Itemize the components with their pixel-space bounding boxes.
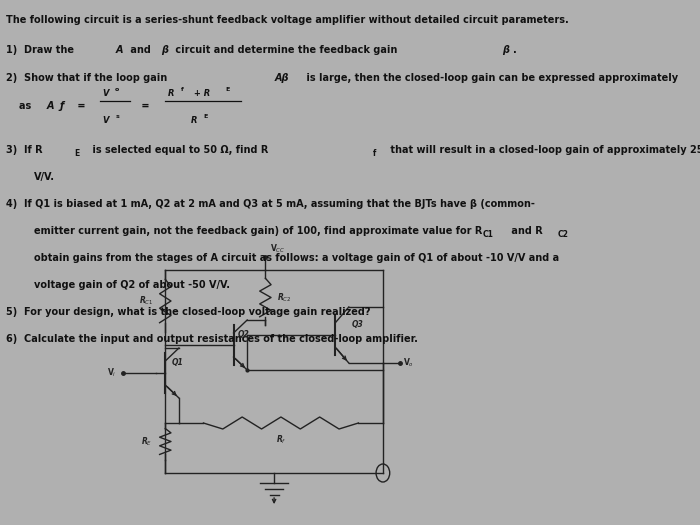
Text: R: R: [191, 116, 197, 125]
Text: V/V.: V/V.: [34, 172, 55, 182]
Text: E: E: [225, 87, 230, 92]
Text: V$_o$: V$_o$: [403, 357, 414, 369]
Text: =: =: [138, 101, 150, 111]
Text: Aβ: Aβ: [274, 73, 289, 83]
Text: obtain gains from the stages of A circuit as follows: a voltage gain of Q1 of ab: obtain gains from the stages of A circui…: [34, 253, 559, 263]
Text: that will result in a closed-loop gain of approximately 25: that will result in a closed-loop gain o…: [386, 145, 700, 155]
Text: 1)  Draw the: 1) Draw the: [6, 45, 78, 55]
Text: ƒ: ƒ: [60, 101, 64, 111]
Text: 3)  If R: 3) If R: [6, 145, 43, 155]
Text: R: R: [168, 89, 175, 98]
Text: f: f: [181, 87, 183, 92]
Text: V$_{CC}$: V$_{CC}$: [270, 243, 286, 255]
Text: 2)  Show that if the loop gain: 2) Show that if the loop gain: [6, 73, 171, 83]
Text: A: A: [116, 45, 122, 55]
Text: and R: and R: [508, 226, 542, 236]
Text: V$_i$: V$_i$: [107, 367, 117, 379]
Text: R$_{C1}$: R$_{C1}$: [139, 295, 153, 307]
Text: C2: C2: [557, 230, 568, 239]
Text: circuit and determine the feedback gain: circuit and determine the feedback gain: [172, 45, 401, 55]
Text: Q3: Q3: [352, 320, 363, 329]
Text: V: V: [102, 89, 109, 98]
Text: Q2: Q2: [237, 330, 249, 339]
Text: E: E: [74, 149, 80, 158]
Text: emitter current gain, not the feedback gain) of 100, find approximate value for : emitter current gain, not the feedback g…: [34, 226, 482, 236]
Text: β: β: [161, 45, 168, 55]
Text: R$_E$: R$_E$: [141, 435, 152, 448]
Text: 5)  For your design, what is the closed-loop voltage gain realized?: 5) For your design, what is the closed-l…: [6, 307, 370, 317]
Text: voltage gain of Q2 of about -50 V/V.: voltage gain of Q2 of about -50 V/V.: [34, 280, 230, 290]
Text: R$_{C2}$: R$_{C2}$: [277, 291, 292, 304]
Text: =: =: [74, 101, 86, 111]
Text: f: f: [373, 149, 377, 158]
Text: o: o: [116, 87, 120, 92]
Text: s: s: [116, 114, 119, 119]
Text: β: β: [502, 45, 509, 55]
Text: The following circuit is a series-shunt feedback voltage amplifier without detai: The following circuit is a series-shunt …: [6, 15, 569, 25]
Text: R$_f$: R$_f$: [276, 433, 286, 446]
Text: V: V: [102, 116, 109, 125]
Text: as: as: [19, 101, 38, 111]
Text: .: .: [513, 45, 517, 55]
Text: A: A: [47, 101, 55, 111]
Text: + R: + R: [191, 89, 210, 98]
Text: is large, then the closed-loop gain can be expressed approximately: is large, then the closed-loop gain can …: [303, 73, 678, 83]
Text: and: and: [127, 45, 154, 55]
Text: is selected equal to 50 Ω, find R: is selected equal to 50 Ω, find R: [90, 145, 269, 155]
Text: C1: C1: [483, 230, 494, 239]
Text: 4)  If Q1 is biased at 1 mA, Q2 at 2 mA and Q3 at 5 mA, assuming that the BJTs h: 4) If Q1 is biased at 1 mA, Q2 at 2 mA a…: [6, 199, 535, 209]
Text: E: E: [203, 114, 207, 119]
Text: 6)  Calculate the input and output resistances of the closed-loop amplifier.: 6) Calculate the input and output resist…: [6, 334, 418, 344]
Text: Q1: Q1: [172, 358, 183, 367]
